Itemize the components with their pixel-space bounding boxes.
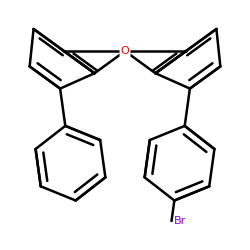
- Text: O: O: [121, 46, 130, 56]
- Text: Br: Br: [174, 216, 186, 226]
